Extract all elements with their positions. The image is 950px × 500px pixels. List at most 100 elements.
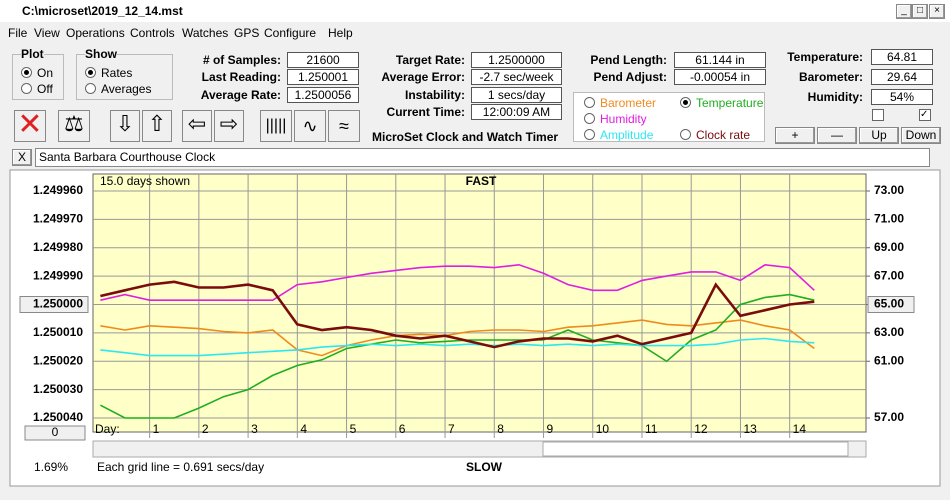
field-value: 54%	[871, 89, 933, 105]
menu-item[interactable]: File	[8, 26, 28, 40]
show-group: Show Rates Averages	[76, 47, 173, 100]
radio[interactable]	[21, 67, 32, 78]
legend-item[interactable]: Barometer	[584, 96, 656, 110]
scroll-thumb[interactable]	[542, 441, 849, 457]
x-tick-label: 13	[743, 422, 757, 436]
field-value: 1.2500000	[471, 52, 562, 68]
legend-label: Amplitude	[600, 128, 654, 142]
x-tick-label: 10	[596, 422, 610, 436]
series-line	[100, 293, 815, 419]
y-tick-label: 1.249970	[33, 212, 83, 226]
x-tick-label: 5	[350, 422, 357, 436]
checkbox[interactable]	[872, 109, 884, 121]
env-button[interactable]: —	[817, 127, 857, 144]
menu-item[interactable]: Configure	[264, 26, 317, 40]
field-value: 1.250001	[287, 69, 359, 85]
menu-item[interactable]: Operations	[66, 26, 125, 40]
legend-item[interactable]: Amplitude	[584, 128, 653, 142]
stop-button[interactable]: ✕	[14, 110, 46, 142]
field-label: Pend Adjust:	[593, 70, 667, 84]
x-tick-label: 4	[300, 422, 307, 436]
x-tick-label: 11	[645, 422, 658, 436]
radio-option[interactable]: Off	[21, 81, 53, 97]
field-label: Humidity:	[807, 90, 863, 104]
menu-item[interactable]: Watches	[182, 26, 229, 40]
radio[interactable]	[21, 83, 32, 94]
balance-button[interactable]: ⚖	[58, 110, 90, 142]
env-button[interactable]: Down	[901, 127, 941, 144]
legend-item[interactable]: Humidity	[584, 112, 647, 126]
radio[interactable]	[584, 129, 595, 140]
legend-label: Barometer	[600, 96, 657, 110]
series-line	[100, 280, 815, 349]
y-tick-label: 1.250040	[33, 410, 83, 424]
y-tick-label: 1.249980	[33, 240, 83, 254]
clear-button[interactable]: X	[12, 149, 32, 166]
y2-tick-label: 57.00	[874, 410, 904, 424]
maximize[interactable]: □	[912, 4, 928, 19]
title-bar: C:\microset\2019_12_14.mst _ □ ×	[0, 0, 950, 22]
close[interactable]: ×	[929, 4, 945, 19]
wave-button[interactable]: ≈	[328, 110, 360, 142]
series-line	[100, 263, 815, 301]
legend-item[interactable]: Clock rate	[680, 128, 750, 142]
line-button[interactable]: ∿	[294, 110, 326, 142]
y2-tick-label: 61.00	[874, 353, 904, 367]
menu-item[interactable]: GPS	[234, 26, 260, 40]
radio-option[interactable]: Rates	[85, 65, 151, 81]
field-label: Last Reading:	[201, 70, 281, 84]
field-value: 1.2500056	[287, 87, 359, 103]
radio[interactable]	[584, 113, 595, 124]
field-value: 61.144 in	[674, 52, 766, 68]
x-tick-label: 8	[497, 422, 504, 436]
menu-item[interactable]: View	[34, 26, 60, 40]
bars-button[interactable]: |||||	[260, 110, 292, 142]
field-value: 64.81	[871, 49, 933, 65]
y-tick-label: 1.250020	[33, 353, 83, 367]
minimize[interactable]: _	[896, 4, 912, 19]
field-value: -2.7 sec/week	[471, 69, 562, 85]
env-button[interactable]: +	[775, 127, 815, 144]
menu-item[interactable]: Help	[328, 26, 353, 40]
field-label: Barometer:	[798, 70, 863, 84]
checkbox[interactable]: ✓	[919, 109, 931, 121]
footnote: Each grid line = 0.691 secs/day	[97, 460, 264, 474]
field-label: Instability:	[404, 88, 465, 102]
radio[interactable]	[680, 129, 691, 140]
field-value: -0.00054 in	[674, 69, 766, 85]
y-tick-label: 1.249960	[33, 183, 83, 197]
radio[interactable]	[680, 97, 691, 108]
field-label: Target Rate:	[395, 53, 465, 67]
x-tick-label: 2	[202, 422, 209, 436]
right-button[interactable]: ⇨	[214, 110, 244, 142]
clock-name-input[interactable]: Santa Barbara Courthouse Clock	[35, 148, 930, 167]
series-selector: Barometer Temperature Humidity Amplitude Clo…	[573, 92, 765, 142]
y2-tick-label: 71.00	[874, 212, 904, 226]
radio-label: Averages	[101, 82, 152, 96]
env-button[interactable]: Up	[859, 127, 899, 144]
field-label: # of Samples:	[202, 53, 281, 67]
radio-label: Rates	[101, 66, 133, 80]
bottom-label: SLOW	[466, 460, 503, 474]
x-tick-label: 6	[399, 422, 406, 436]
radio[interactable]	[85, 83, 96, 94]
menu-item[interactable]: Controls	[130, 26, 175, 40]
y2-tick-label: 69.00	[874, 240, 904, 254]
window-title: C:\microset\2019_12_14.mst	[22, 4, 183, 18]
legend-item[interactable]: Temperature	[680, 96, 763, 110]
radio-label: On	[37, 66, 54, 80]
x-tick-label: 14	[793, 422, 807, 436]
group-title: Show	[85, 47, 117, 61]
radio[interactable]	[85, 67, 96, 78]
axis-button[interactable]	[19, 296, 89, 313]
radio[interactable]	[584, 97, 595, 108]
series-line	[100, 337, 815, 357]
field-value: 12:00:09 AM	[471, 104, 562, 120]
y2-tick-label: 67.00	[874, 268, 904, 282]
down-button[interactable]: ⇩	[110, 110, 140, 142]
left-button[interactable]: ⇦	[182, 110, 212, 142]
radio-option[interactable]: Averages	[85, 81, 151, 97]
radio-option[interactable]: On	[21, 65, 53, 81]
up-button[interactable]: ⇧	[142, 110, 172, 142]
